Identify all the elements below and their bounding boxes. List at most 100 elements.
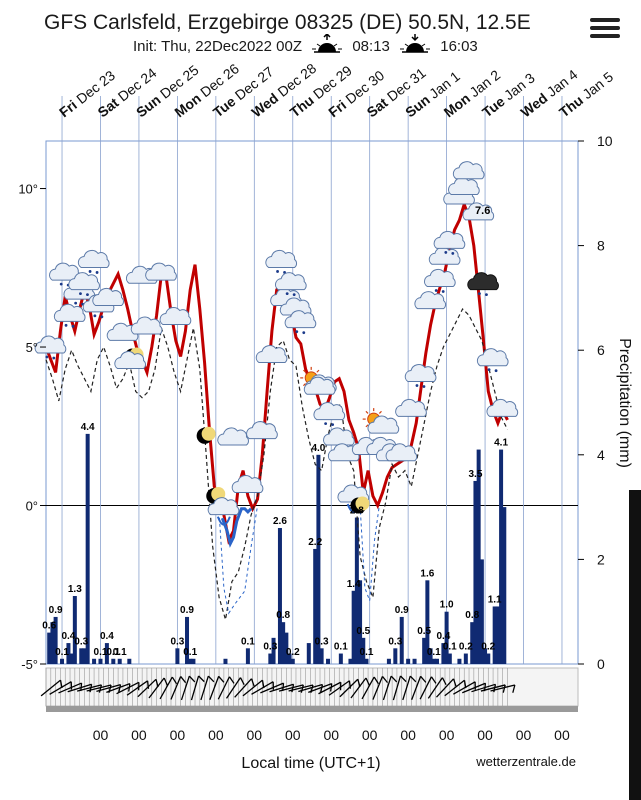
wind-barb-icon (490, 684, 516, 693)
precip-bar (431, 658, 436, 664)
precip-bar (502, 507, 507, 664)
wind-barb-shaft (288, 684, 314, 692)
wind-barb-flag (390, 675, 398, 683)
cloud-shape (404, 364, 437, 383)
wind-barb-shaft (209, 676, 220, 700)
wind-barb-flag (420, 675, 427, 683)
precip-bar (175, 648, 180, 664)
wind-barb-shaft (148, 677, 165, 699)
precip-value-label: 0.2 (481, 642, 495, 653)
wind-barb-icon (159, 676, 178, 700)
precip-bar (50, 622, 55, 664)
precip-value-label: 0.3 (74, 636, 88, 647)
precip-bar (412, 658, 417, 664)
rain-drop (86, 293, 89, 297)
wind-barb-shaft (234, 678, 253, 698)
precip-bar (486, 653, 491, 664)
left-axis-label: -5° (21, 657, 38, 672)
cloud-shape (279, 297, 312, 316)
wind-barb-shaft (350, 677, 367, 699)
wind-barb-shaft (427, 677, 443, 699)
rain-drop (74, 301, 78, 305)
wind-barb-shaft (328, 680, 350, 696)
sun-ray (316, 369, 320, 373)
wind-barb-icon (148, 677, 169, 699)
moon-crescent (201, 426, 216, 441)
rain-drop (276, 270, 279, 273)
cloud-icon (428, 246, 461, 265)
precip-value-label: 1.4 (347, 579, 361, 590)
wind-barb-shaft (444, 679, 465, 697)
precip-bar (306, 643, 311, 664)
right-axis-label: 2 (597, 551, 605, 567)
wind-barb-icon (402, 675, 417, 701)
precip-bar (72, 596, 77, 664)
precip-value-label: 0.5 (417, 626, 431, 637)
wind-barb-shaft (278, 684, 304, 692)
rain-drop (444, 251, 448, 254)
wind-barb-shaft (225, 677, 241, 699)
wind-barb-shaft (318, 681, 342, 695)
cloud-rain-icon (284, 310, 317, 335)
sunrise-icon (312, 32, 343, 60)
wind-barb-flag (207, 675, 215, 683)
wind-barb-shaft (471, 683, 496, 693)
temperature-value-label: 7.6 (475, 205, 490, 217)
wind-barb-shaft (126, 680, 148, 696)
cloud-shape (255, 345, 288, 364)
wind-barb-shaft (242, 679, 263, 697)
precip-bar (245, 648, 250, 664)
wind-barb-shaft (251, 681, 274, 695)
page-title: GFS Carlsfeld, Erzgebirge 08325 (DE) 50.… (44, 11, 531, 34)
precip-bar (358, 580, 363, 664)
precip-bar (313, 548, 318, 664)
wind-barb-icon (225, 677, 245, 699)
left-axis-label: 10° (18, 182, 38, 197)
wind-barb-shaft (462, 682, 486, 694)
cloud-rain-icon (274, 272, 307, 297)
wind-barb-flag (373, 676, 379, 685)
wind-barb-icon (350, 677, 370, 699)
rain-drop (71, 324, 75, 328)
precip-bar (425, 580, 430, 664)
precip-bar (271, 637, 276, 664)
rain-drop (45, 355, 49, 359)
sun-ray (303, 369, 306, 373)
wind-barb-icon (209, 675, 225, 700)
x-tick-label: 00 (554, 727, 570, 743)
cloud-rain-icon (424, 268, 456, 293)
cloud-shape (448, 177, 480, 196)
cloud-shape (92, 287, 124, 306)
x-tick-label: 00 (170, 727, 186, 743)
snow-mark (216, 516, 231, 526)
wind-barb-icon (234, 678, 255, 698)
cloud-shape (114, 351, 146, 370)
cloud-rain-icon (53, 303, 86, 328)
precip-value-label: 4.0 (311, 443, 325, 454)
precip-bar (319, 648, 324, 664)
precip-bar (85, 433, 90, 664)
wind-barb-shaft (116, 681, 140, 695)
hamburger-menu-icon[interactable] (590, 18, 620, 42)
left-axis-label: 5° (26, 340, 38, 355)
precip-bar (69, 653, 74, 664)
cloud-icon (486, 398, 519, 417)
wind-barb-icon (298, 683, 324, 693)
cloud-shape (385, 443, 418, 462)
wind-barb-flag (250, 678, 255, 687)
x-tick-label: 00 (477, 727, 493, 743)
rain-drop (422, 385, 426, 388)
sunrise-time: 08:13 (352, 37, 390, 55)
wind-barb-shaft (419, 676, 432, 700)
precip-bar (499, 449, 504, 664)
right-axis-label: 6 (597, 342, 605, 358)
cloud-icon (92, 287, 124, 306)
precip-bar (188, 658, 193, 664)
wind-barb-shaft (490, 684, 516, 692)
precip-value-label: 0.1 (334, 642, 348, 653)
wind-barb-shaft (402, 675, 411, 701)
wind-barb-flag (188, 675, 196, 683)
dark-cloud-rain-icon (467, 272, 499, 297)
rain-drop (451, 252, 455, 255)
